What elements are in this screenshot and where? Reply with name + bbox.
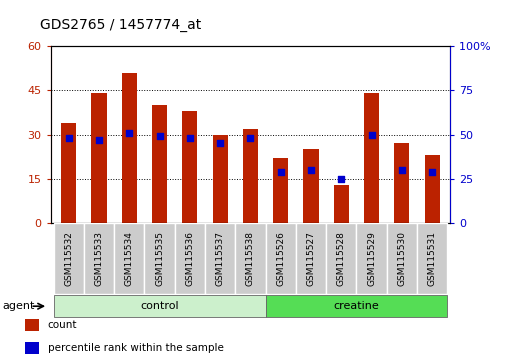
Bar (122, 73, 137, 223)
Text: GSM115536: GSM115536 (185, 231, 194, 286)
FancyBboxPatch shape (416, 223, 446, 294)
Text: GSM115530: GSM115530 (396, 231, 406, 286)
Point (397, 167, 405, 173)
Point (276, 169, 284, 175)
Text: creatine: creatine (333, 301, 379, 311)
Point (337, 176, 345, 182)
Point (155, 133, 163, 139)
Point (125, 130, 133, 136)
FancyBboxPatch shape (265, 295, 446, 318)
Point (246, 135, 254, 141)
Text: GSM115528: GSM115528 (336, 231, 345, 286)
Point (95, 137, 103, 143)
Bar (25, 319, 39, 331)
Text: control: control (140, 301, 179, 311)
Bar (393, 143, 409, 223)
FancyBboxPatch shape (54, 223, 84, 294)
Text: GSM115526: GSM115526 (276, 231, 285, 286)
Text: GSM115534: GSM115534 (125, 231, 133, 286)
Point (427, 169, 435, 175)
Text: GSM115532: GSM115532 (64, 231, 73, 286)
Bar (333, 185, 348, 223)
FancyBboxPatch shape (205, 223, 235, 294)
FancyBboxPatch shape (265, 223, 295, 294)
Text: GDS2765 / 1457774_at: GDS2765 / 1457774_at (40, 18, 201, 32)
Bar (25, 342, 39, 354)
Bar (91, 93, 107, 223)
Bar (152, 105, 167, 223)
Point (367, 132, 375, 137)
Text: GSM115527: GSM115527 (306, 231, 315, 286)
Bar (242, 129, 258, 223)
Point (65, 135, 73, 141)
FancyBboxPatch shape (114, 223, 144, 294)
Text: agent: agent (3, 301, 35, 311)
Point (185, 135, 193, 141)
Text: GSM115529: GSM115529 (367, 231, 375, 286)
Bar (363, 93, 378, 223)
Bar (424, 155, 439, 223)
Bar (273, 158, 288, 223)
FancyBboxPatch shape (386, 223, 416, 294)
Text: count: count (47, 320, 77, 330)
FancyBboxPatch shape (84, 223, 114, 294)
Text: GSM115537: GSM115537 (215, 231, 224, 286)
FancyBboxPatch shape (54, 295, 265, 318)
Bar (303, 149, 318, 223)
Point (307, 167, 315, 173)
Text: GSM115535: GSM115535 (155, 231, 164, 286)
FancyBboxPatch shape (144, 223, 174, 294)
Point (216, 141, 224, 146)
FancyBboxPatch shape (174, 223, 205, 294)
Text: GSM115531: GSM115531 (427, 231, 436, 286)
Bar (182, 111, 197, 223)
FancyBboxPatch shape (326, 223, 356, 294)
Text: GSM115538: GSM115538 (245, 231, 255, 286)
FancyBboxPatch shape (235, 223, 265, 294)
Text: GSM115533: GSM115533 (94, 231, 104, 286)
Bar (212, 135, 227, 223)
Bar (61, 123, 76, 223)
FancyBboxPatch shape (295, 223, 326, 294)
FancyBboxPatch shape (356, 223, 386, 294)
Text: percentile rank within the sample: percentile rank within the sample (47, 343, 223, 353)
